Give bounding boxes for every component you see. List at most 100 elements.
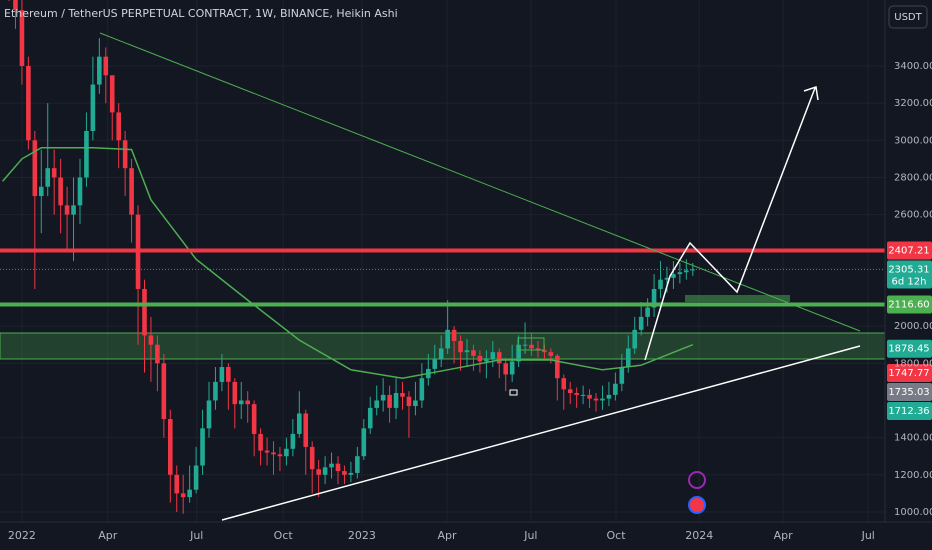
grid — [0, 0, 885, 522]
candle-body — [471, 350, 476, 356]
currency-label[interactable]: USDT — [894, 12, 922, 23]
price-label-box — [887, 402, 932, 421]
candle-body — [206, 400, 212, 429]
candle-body — [619, 367, 625, 384]
candle-body — [64, 205, 70, 215]
candle-body — [303, 413, 309, 447]
candle-body — [213, 381, 218, 401]
candle-body — [316, 469, 321, 475]
x-tick-label: Jul — [523, 529, 537, 542]
candle-body — [122, 140, 128, 169]
price-label-box — [887, 295, 932, 314]
candle-body — [309, 446, 315, 470]
candle-body — [580, 394, 586, 396]
candle-body — [374, 400, 380, 408]
x-tick-label: Apr — [98, 529, 118, 542]
candle-body — [13, 0, 18, 11]
candle-body — [284, 448, 289, 457]
candle-body — [464, 350, 470, 353]
price-label: 1747.77 — [888, 368, 929, 379]
candle-body — [606, 394, 612, 399]
candle-body — [651, 288, 657, 308]
candle-body — [684, 270, 689, 273]
candle-body — [387, 394, 392, 408]
candle-body — [200, 428, 205, 466]
candle-body — [613, 383, 618, 395]
candle-body — [503, 363, 509, 375]
candle-body — [380, 394, 386, 401]
candle-body — [342, 471, 347, 475]
candle-body — [45, 168, 51, 187]
price-label-box — [887, 383, 932, 402]
y-tick-label: 2600.00 — [894, 210, 932, 221]
y-tick-label: 3400.00 — [894, 61, 932, 72]
candle-body — [238, 400, 244, 405]
candle-body — [477, 355, 483, 362]
y-tick-label: 2800.00 — [894, 172, 932, 183]
candle-body — [329, 463, 334, 468]
candle-body — [161, 363, 167, 420]
arrow-head — [803, 86, 819, 101]
candle-body — [142, 288, 147, 336]
countdown: 6d 12h — [892, 276, 927, 287]
candle-body — [174, 474, 180, 494]
candle-body — [587, 394, 592, 399]
trend-line — [99, 32, 861, 332]
candles — [0, 0, 885, 514]
x-tick-label: Oct — [274, 529, 294, 542]
currency-button[interactable] — [888, 5, 928, 29]
candle-body — [58, 177, 63, 206]
candle-body — [167, 419, 173, 475]
candle-body — [109, 75, 115, 113]
event-icon[interactable] — [688, 471, 706, 489]
event-icon[interactable] — [688, 496, 706, 514]
x-tick-label: Oct — [607, 529, 627, 542]
x-tick-label: 2024 — [685, 529, 713, 542]
candle-body — [664, 277, 670, 280]
price-label-box — [887, 260, 932, 289]
candle-body — [516, 344, 521, 362]
candle-body — [77, 177, 83, 206]
price-label-box — [887, 364, 932, 383]
candle-body — [180, 493, 186, 498]
candle-body — [32, 140, 38, 197]
price-label: 2116.60 — [888, 299, 929, 310]
box — [517, 337, 545, 351]
candle-body — [645, 307, 650, 317]
candle-body — [271, 452, 276, 455]
candle-body — [219, 367, 225, 382]
y-tick-label: 1800.00 — [894, 358, 932, 369]
candle-body — [355, 456, 360, 473]
candle-body — [671, 274, 676, 278]
candle-body — [187, 489, 192, 498]
candle-body — [690, 269, 696, 271]
box — [509, 389, 518, 396]
candle-body — [335, 463, 341, 472]
candle-body — [632, 329, 638, 349]
box — [685, 295, 790, 302]
candle-body — [529, 344, 534, 349]
candle-body — [245, 400, 250, 405]
y-tick-label: 1400.00 — [894, 433, 932, 444]
candle-body — [264, 450, 270, 453]
candle-body — [490, 352, 496, 360]
projection-path — [644, 87, 816, 361]
candle-body — [451, 329, 457, 342]
candle-body — [567, 389, 573, 394]
chart-title: Ethereum / TetherUS PERPETUAL CONTRACT, … — [4, 7, 398, 20]
candle-body — [322, 467, 328, 475]
candle-body — [658, 279, 663, 289]
candle-body — [90, 84, 96, 132]
candle-body — [413, 400, 418, 407]
candle-body — [406, 396, 412, 407]
candle-body — [361, 428, 367, 457]
price-label-box — [887, 339, 932, 358]
moving-average — [2, 146, 694, 379]
candle-body — [26, 65, 31, 141]
candle-body — [400, 393, 405, 397]
candle-body — [496, 352, 502, 364]
candle-body — [226, 367, 231, 382]
candle-body — [232, 381, 238, 405]
